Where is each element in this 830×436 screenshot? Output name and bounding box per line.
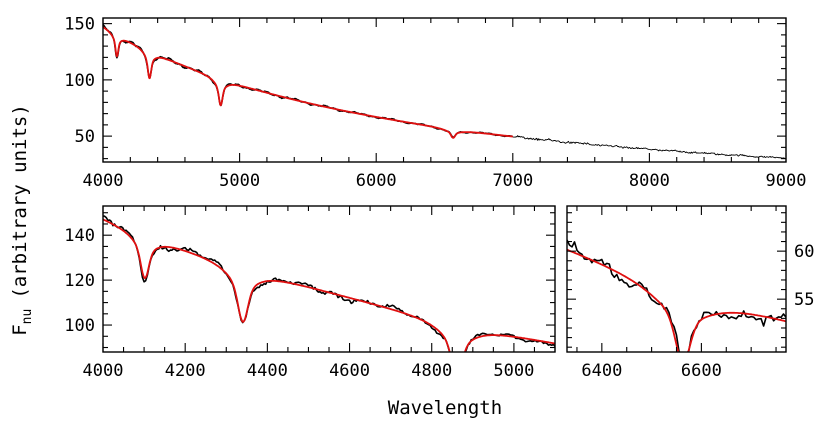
blue-zoom-y-tick-label: 100: [64, 316, 95, 336]
full-x-tick-label: 5000: [219, 171, 260, 191]
y-axis-title-main: F: [9, 324, 31, 335]
full-frame: [102, 17, 787, 163]
full-x-tick-label: 7000: [492, 171, 533, 191]
blue-zoom-y-tick-label: 140: [64, 226, 95, 246]
full-observed-line-red: [512, 135, 786, 160]
full-x-tick-label: 9000: [766, 171, 807, 191]
halpha-zoom-y-tick-label: 55: [794, 290, 814, 310]
full-y-tick-label: 150: [64, 15, 95, 35]
full-observed-line: [103, 24, 513, 138]
halpha-zoom-model-line: [567, 248, 786, 352]
halpha-zoom-observed-line: [567, 239, 786, 352]
halpha-zoom-frame: [566, 205, 787, 353]
full-model-line: [103, 26, 514, 139]
blue-zoom-x-tick-label: 4200: [165, 361, 206, 381]
blue-zoom-x-tick-label: 4400: [247, 361, 288, 381]
full-y-tick-label: 100: [64, 71, 95, 91]
halpha-zoom-y-tick-label: 60: [794, 242, 814, 262]
panel-blue-zoom: 4000 4200 4400 4600 4800 5000 100 120 140: [64, 205, 556, 381]
full-y-tick-label: 50: [75, 127, 95, 147]
y-axis-title-subscript: nu: [20, 309, 35, 325]
panel-full-spectrum: 4000 5000 6000 7000 8000 9000 50 100 150: [64, 15, 806, 191]
blue-zoom-model-line: [103, 218, 555, 352]
full-x-tick-label: 4000: [83, 171, 124, 191]
halpha-zoom-x-tick-label: 6400: [581, 361, 622, 381]
blue-zoom-x-tick-label: 5000: [493, 361, 534, 381]
blue-zoom-x-tick-label: 4000: [83, 361, 124, 381]
full-x-tick-label: 6000: [356, 171, 397, 191]
blue-zoom-x-tick-label: 4600: [329, 361, 370, 381]
x-axis-title: Wavelength: [388, 397, 502, 419]
full-x-tick-label: 8000: [629, 171, 670, 191]
y-axis-title-rest: (arbitrary units): [9, 104, 31, 298]
y-axis-title: Fnu (arbitrary units): [9, 104, 35, 336]
blue-zoom-frame: [102, 205, 556, 353]
blue-zoom-y-tick-label: 120: [64, 271, 95, 291]
panel-halpha-zoom: 6400 6600 55 60: [566, 205, 814, 381]
halpha-zoom-x-tick-label: 6600: [681, 361, 722, 381]
blue-zoom-x-tick-label: 4800: [411, 361, 452, 381]
